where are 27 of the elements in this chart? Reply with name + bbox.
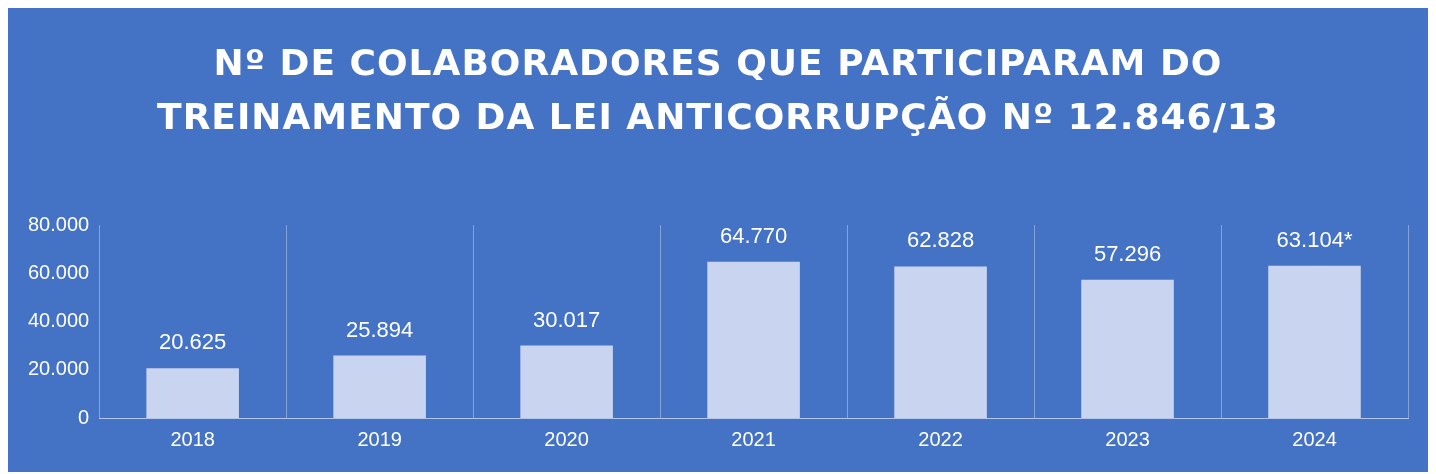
x-tick-label: 2023 <box>1105 427 1150 450</box>
bar <box>333 355 426 418</box>
y-tick-label: 40.000 <box>28 309 90 332</box>
bar <box>894 266 987 418</box>
data-label: 64.770 <box>719 222 788 248</box>
x-tick-label: 2021 <box>731 427 776 450</box>
bar <box>707 261 800 418</box>
bar <box>1081 279 1174 418</box>
x-tick-label: 2020 <box>544 427 589 450</box>
x-tick-label: 2022 <box>918 427 963 450</box>
data-label: 62.828 <box>906 227 975 253</box>
x-tick-label: 2019 <box>357 427 402 450</box>
bar <box>146 368 239 418</box>
data-label: 25.894 <box>345 316 414 342</box>
data-label: 57.296 <box>1093 240 1162 266</box>
y-tick-label: 80.000 <box>28 212 90 235</box>
data-label: 30.017 <box>532 306 601 332</box>
bar <box>1268 265 1361 418</box>
bar <box>520 345 613 418</box>
data-label: 63.104* <box>1276 226 1353 252</box>
y-tick-label: 20.000 <box>28 357 90 380</box>
x-tick-label: 2024 <box>1292 427 1337 450</box>
chart-title: Nº DE COLABORADORES QUE PARTICIPARAM DO TREINAMENTO DA LEI ANTICORRUPÇÃO Nº 12.846/13 <box>156 41 1280 139</box>
y-tick-label: 60.000 <box>28 260 90 283</box>
data-label: 20.625 <box>159 329 227 355</box>
y-tick-label: 0 <box>78 405 90 428</box>
x-tick-label: 2018 <box>170 427 215 450</box>
